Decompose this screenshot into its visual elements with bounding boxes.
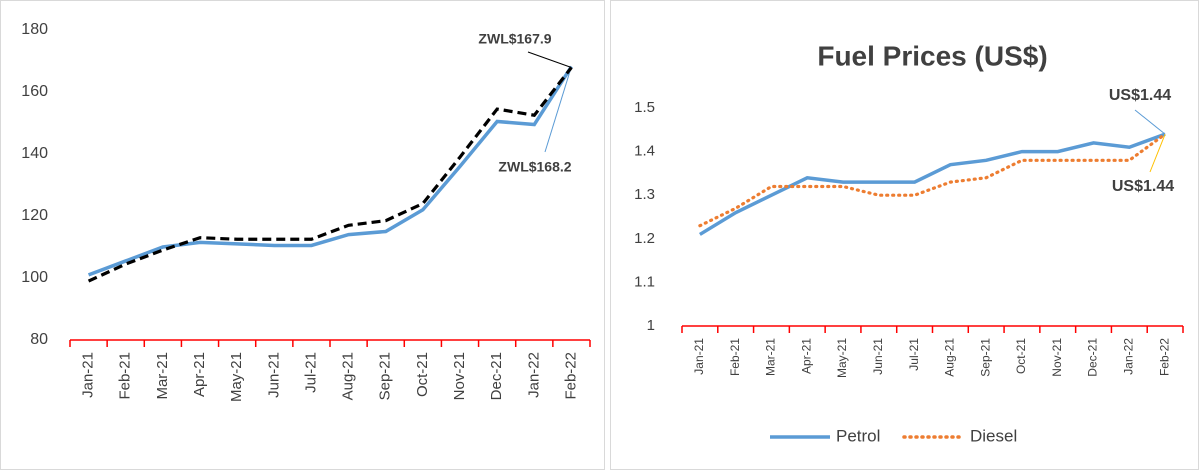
x-tick-label: May-21: [228, 352, 245, 402]
x-tick-label: Feb-22: [562, 352, 579, 400]
x-tick-label: Oct-21: [414, 352, 431, 397]
panel-border: [0, 0, 605, 470]
y-tick-label: 1.3: [634, 186, 655, 203]
label-leader: [527, 51, 572, 68]
x-tick-label: Jan-21: [692, 338, 706, 375]
y-tick-label: 1.5: [634, 99, 655, 116]
label-leader: [1134, 109, 1166, 135]
panel-border: [610, 0, 1199, 470]
x-tick-label: Nov-21: [451, 352, 468, 400]
data-label: US$1.44: [1109, 87, 1171, 104]
x-tick-label: Feb-21: [117, 352, 134, 400]
x-tick-label: Apr-21: [799, 338, 813, 374]
x-tick-label: Sep-21: [377, 352, 394, 400]
x-tick-label: Feb-21: [728, 338, 742, 376]
x-tick-label: Oct-21: [1014, 338, 1028, 374]
data-label: ZWL$168.2: [498, 159, 571, 175]
x-tick-label: Apr-21: [191, 352, 208, 397]
y-tick-label: 1: [647, 317, 655, 334]
chart-title: Fuel Prices (US$): [817, 40, 1047, 71]
x-tick-label: Aug-21: [340, 352, 357, 400]
series-line: [698, 132, 1167, 228]
series-line: [87, 65, 573, 277]
legend-label: Petrol: [836, 426, 880, 445]
series-line: [87, 66, 573, 283]
y-tick-label: 80: [30, 331, 48, 348]
x-tick-label: Nov-21: [1050, 338, 1064, 377]
x-tick-label: Jan-22: [1121, 338, 1135, 375]
x-tick-label: Jan-22: [525, 352, 542, 398]
x-tick-label: Jan-21: [80, 352, 97, 398]
data-label: ZWL$167.9: [478, 31, 551, 47]
x-tick-label: Jul-21: [907, 338, 921, 371]
y-tick-label: 1.2: [634, 230, 655, 247]
x-tick-label: Jun-21: [265, 352, 282, 398]
y-tick-label: 1.1: [634, 273, 655, 290]
y-tick-label: 120: [21, 207, 48, 224]
y-tick-label: 140: [21, 145, 48, 162]
y-tick-label: 100: [21, 269, 48, 286]
y-tick-label: 1.4: [634, 143, 655, 160]
x-tick-label: Aug-21: [943, 338, 957, 377]
x-tick-label: Mar-21: [154, 352, 171, 400]
x-tick-label: Sep-21: [978, 338, 992, 377]
x-tick-label: Dec-21: [488, 352, 505, 400]
y-tick-label: 180: [21, 21, 48, 38]
legend-label: Diesel: [970, 426, 1017, 445]
series-line: [698, 132, 1166, 236]
x-tick-label: Feb-22: [1157, 338, 1171, 376]
x-tick-label: Dec-21: [1086, 338, 1100, 377]
x-tick-label: Mar-21: [764, 338, 778, 376]
label-leader: [544, 66, 572, 153]
x-tick-label: Jul-21: [302, 352, 319, 393]
label-leader: [1149, 133, 1166, 173]
y-tick-label: 160: [21, 83, 48, 100]
x-tick-label: Jun-21: [871, 338, 885, 375]
data-label: US$1.44: [1112, 178, 1174, 195]
x-tick-label: May-21: [835, 338, 849, 378]
